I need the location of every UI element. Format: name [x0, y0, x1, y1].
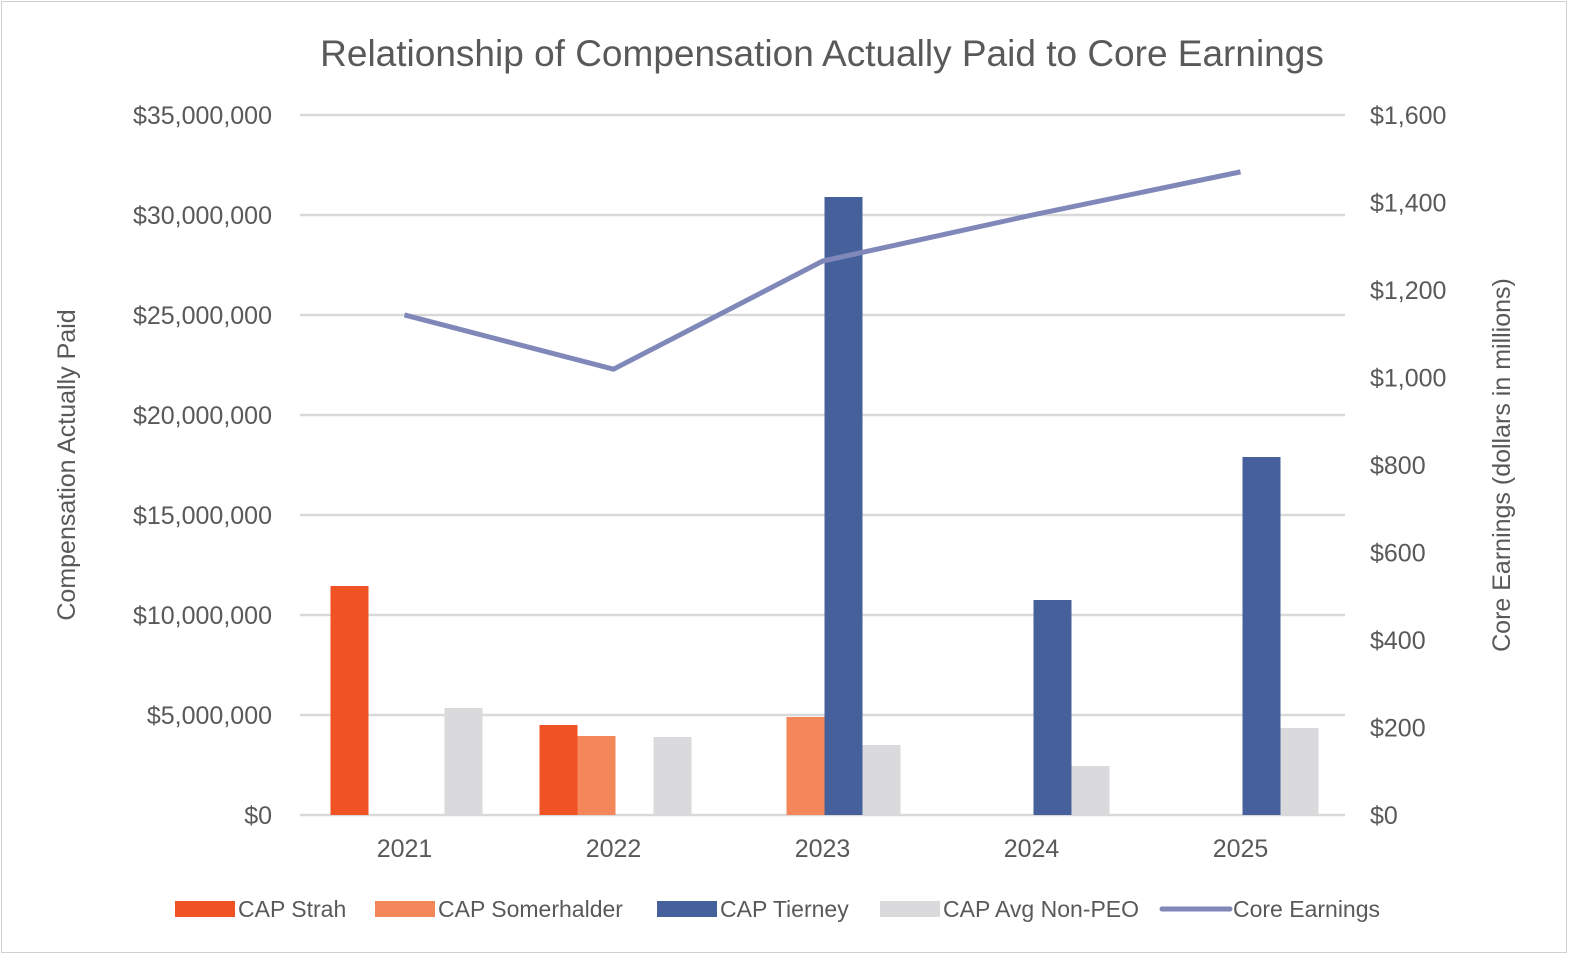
y-tick-label: $35,000,000 — [133, 102, 272, 130]
y-tick-label: $5,000,000 — [147, 702, 272, 730]
x-tick-label: 2022 — [586, 835, 642, 863]
bar-cap-tierney — [1033, 600, 1072, 815]
core-earnings-line — [403, 169, 1242, 372]
bar-cap-avg-non-peo — [444, 708, 483, 815]
y2-tick-label: $0 — [1370, 802, 1398, 830]
bar-cap-avg-non-peo — [1071, 766, 1110, 815]
bar-cap-avg-non-peo — [1280, 728, 1319, 815]
bar-cap-somerhalder — [577, 736, 616, 815]
bar-cap-avg-non-peo — [653, 737, 692, 815]
legend-label: CAP Tierney — [720, 896, 849, 922]
y-tick-label: $25,000,000 — [133, 302, 272, 330]
x-tick-label: 2021 — [377, 835, 433, 863]
y2-tick-label: $1,600 — [1370, 102, 1446, 130]
y2-tick-label: $600 — [1370, 540, 1426, 568]
y2-tick-label: $400 — [1370, 627, 1426, 655]
y-tick-label: $10,000,000 — [133, 602, 272, 630]
y2-tick-label: $200 — [1370, 715, 1426, 743]
legend-label: Core Earnings — [1233, 896, 1380, 922]
legend-swatch — [375, 901, 435, 917]
legend-swatch — [175, 901, 235, 917]
y-tick-label: $0 — [244, 802, 272, 830]
bar-cap-strah — [539, 725, 578, 815]
y-tick-label: $20,000,000 — [133, 402, 272, 430]
y2-tick-label: $800 — [1370, 452, 1426, 480]
legend-swatch — [657, 901, 717, 917]
x-tick-label: 2023 — [795, 835, 851, 863]
legend-label: CAP Strah — [238, 896, 346, 922]
bar-cap-avg-non-peo — [862, 745, 901, 815]
x-tick-label: 2025 — [1213, 835, 1269, 863]
bar-cap-tierney — [1242, 457, 1281, 815]
y-axis-label: Compensation Actually Paid — [53, 309, 81, 620]
bar-cap-somerhalder — [786, 717, 825, 815]
chart-title: Relationship of Compensation Actually Pa… — [320, 33, 1324, 74]
y2-tick-label: $1,400 — [1370, 190, 1446, 218]
bar-cap-tierney — [824, 197, 863, 815]
y2-tick-label: $1,200 — [1370, 277, 1446, 305]
y2-tick-label: $1,000 — [1370, 365, 1446, 393]
legend-label: CAP Avg Non-PEO — [943, 896, 1139, 922]
x-tick-label: 2024 — [1004, 835, 1060, 863]
y-tick-label: $30,000,000 — [133, 202, 272, 230]
y-tick-label: $15,000,000 — [133, 502, 272, 530]
y2-axis-label: Core Earnings (dollars in millions) — [1488, 278, 1516, 652]
bar-cap-strah — [330, 586, 369, 815]
legend-label: CAP Somerhalder — [438, 896, 623, 922]
legend-swatch — [880, 901, 940, 917]
